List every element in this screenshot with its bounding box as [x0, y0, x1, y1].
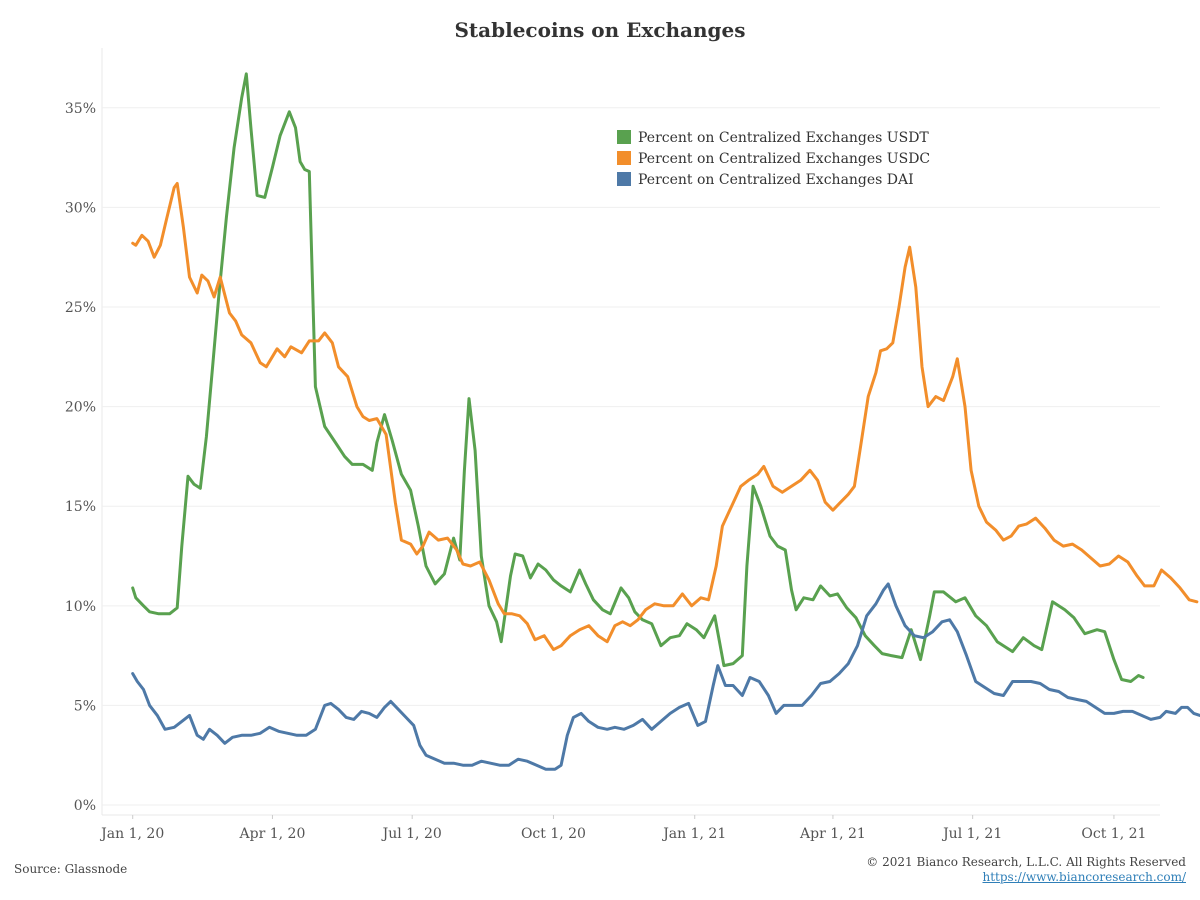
legend: Percent on Centralized Exchanges USDT Per…: [617, 130, 930, 188]
x-axis-ticks: Jan 1, 20 Apr 1, 20 Jul 1, 20 Oct 1, 20 Jan …: [99, 815, 1146, 842]
series-line: [131, 182, 1199, 652]
y-tick-label: 15%: [65, 499, 96, 515]
y-tick-label: 0%: [74, 798, 96, 814]
y-tick-label: 25%: [65, 300, 96, 316]
y-tick-label: 20%: [65, 400, 96, 416]
y-tick-label: 5%: [74, 698, 96, 714]
chart-title: Stablecoins on Exchanges: [454, 18, 745, 42]
legend-swatch: [617, 172, 631, 186]
gridlines: [102, 107, 1160, 806]
x-tick-label: Jul 1, 21: [941, 826, 1002, 842]
x-tick-label: Apr 1, 21: [799, 826, 866, 842]
x-tick-label: Jan 1, 20: [99, 826, 164, 842]
legend-swatch: [617, 130, 631, 144]
y-tick-label: 30%: [65, 200, 96, 216]
series-line: [131, 582, 1200, 771]
legend-label: Percent on Centralized Exchanges USDT: [638, 130, 929, 146]
copyright-note: © 2021 Bianco Research, L.L.C. All Right…: [866, 855, 1186, 869]
x-tick-label: Oct 1, 20: [521, 826, 586, 842]
website-link[interactable]: https://www.biancoresearch.com/: [982, 870, 1186, 884]
series-lines: [131, 72, 1200, 771]
x-tick-label: Apr 1, 20: [239, 826, 306, 842]
y-axis-ticks: 0% 5% 10% 15% 20% 25% 30% 35%: [65, 101, 96, 814]
x-tick-label: Jul 1, 20: [381, 826, 442, 842]
source-note: Source: Glassnode: [14, 862, 128, 876]
x-tick-label: Oct 1, 21: [1081, 826, 1146, 842]
legend-label: Percent on Centralized Exchanges DAI: [638, 172, 914, 188]
legend-label: Percent on Centralized Exchanges USDC: [638, 151, 930, 167]
series-line: [131, 72, 1145, 683]
x-tick-label: Jan 1, 21: [661, 826, 726, 842]
y-tick-label: 10%: [65, 599, 96, 615]
legend-swatch: [617, 151, 631, 165]
y-tick-label: 35%: [65, 101, 96, 117]
